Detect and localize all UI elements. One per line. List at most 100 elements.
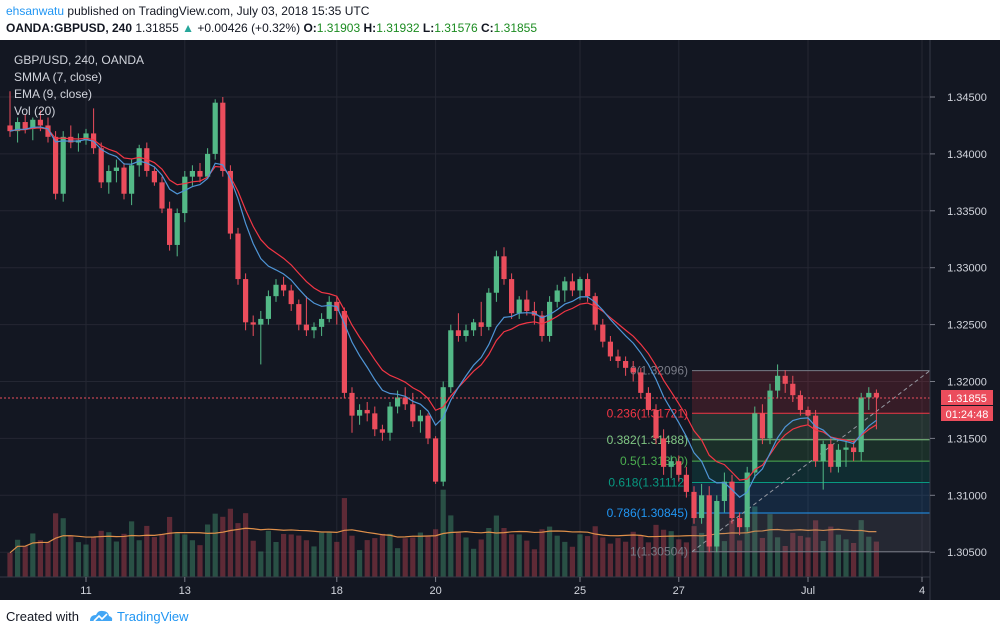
candle bbox=[159, 176, 165, 214]
volume-bar bbox=[676, 539, 682, 577]
volume-bar bbox=[767, 514, 773, 577]
candle bbox=[562, 276, 568, 302]
price-tick-label: 1.32000 bbox=[947, 377, 987, 389]
price-axis[interactable]: 1.34500 1.34000 1.33500 1.33000 1.32500 1.320… bbox=[930, 92, 987, 559]
candle bbox=[775, 364, 781, 399]
candle bbox=[243, 273, 249, 331]
candle bbox=[577, 276, 583, 300]
publish-text: published on TradingView.com, July 03, 2… bbox=[67, 4, 370, 18]
candle bbox=[509, 273, 515, 319]
fib-zone bbox=[692, 482, 930, 513]
volume-bar bbox=[835, 534, 841, 577]
volume-bar bbox=[547, 526, 553, 577]
volume-bar bbox=[296, 535, 302, 577]
high-value: 1.31932 bbox=[376, 21, 420, 35]
volume-bar bbox=[60, 518, 66, 577]
volume-bar bbox=[782, 545, 788, 577]
volume-bar bbox=[53, 513, 59, 577]
fib-zone bbox=[692, 439, 930, 462]
volume-bar bbox=[661, 529, 667, 577]
candle bbox=[600, 318, 606, 348]
candle bbox=[197, 163, 203, 183]
candle bbox=[357, 404, 363, 425]
time-tick-label: 18 bbox=[331, 585, 343, 597]
volume-bar bbox=[410, 537, 416, 577]
price-axis-bg[interactable] bbox=[930, 40, 1000, 600]
time-tick-label: Jul bbox=[801, 585, 815, 597]
candle bbox=[53, 131, 59, 200]
candle bbox=[668, 455, 674, 479]
volume-bar bbox=[433, 529, 439, 577]
author-link[interactable]: ehsanwatu bbox=[6, 4, 65, 18]
candle bbox=[448, 324, 454, 393]
time-tick-label: 27 bbox=[673, 585, 685, 597]
tradingview-logo-icon[interactable] bbox=[88, 607, 114, 625]
volume-bar bbox=[425, 535, 431, 577]
candle bbox=[486, 288, 492, 331]
price-tick-label: 1.32500 bbox=[947, 320, 987, 332]
volume-bar bbox=[554, 535, 560, 577]
candle bbox=[167, 201, 173, 251]
candle bbox=[417, 409, 423, 433]
volume-bar bbox=[189, 540, 195, 577]
volume-bar bbox=[273, 542, 279, 577]
candle bbox=[387, 401, 393, 441]
volume-bar bbox=[387, 533, 393, 577]
open-value: 1.31903 bbox=[316, 21, 361, 35]
candle bbox=[835, 444, 841, 473]
candle bbox=[455, 313, 461, 342]
candle bbox=[83, 128, 89, 145]
candle bbox=[129, 159, 135, 206]
volume-bar bbox=[516, 534, 522, 577]
candle bbox=[592, 292, 598, 331]
price-chart[interactable]: 0(1.32096)0.236(1.31721)0.382(1.31488)0.… bbox=[0, 40, 1000, 600]
volume-bar bbox=[395, 548, 401, 577]
time-axis[interactable]: 11 13 18 20 25 27 Jul 4 bbox=[80, 577, 925, 597]
volume-bar bbox=[638, 535, 644, 577]
volume-bar bbox=[797, 535, 803, 577]
close-value: 1.31855 bbox=[493, 21, 538, 35]
candle bbox=[759, 404, 765, 445]
price-tick-label: 1.31500 bbox=[947, 433, 987, 445]
price-tick-label: 1.31000 bbox=[947, 490, 987, 502]
candle bbox=[737, 512, 743, 536]
candle bbox=[341, 307, 347, 399]
candle bbox=[440, 381, 446, 487]
legend-vol: Vol (20) bbox=[14, 104, 55, 118]
candle bbox=[311, 322, 317, 339]
candle bbox=[212, 99, 218, 160]
volume-bar bbox=[91, 536, 97, 577]
volume-bar bbox=[645, 542, 651, 577]
candle bbox=[767, 383, 773, 445]
volume-bar bbox=[326, 532, 332, 577]
last-price: 1.31855 bbox=[135, 21, 179, 35]
volume-bar bbox=[265, 530, 271, 577]
volume-bar bbox=[30, 533, 36, 577]
candle bbox=[379, 424, 385, 441]
volume-bar bbox=[83, 544, 89, 577]
volume-bar bbox=[288, 534, 294, 577]
volume-ma bbox=[9, 527, 877, 554]
fibonacci-retracement[interactable]: 0(1.32096)0.236(1.31721)0.382(1.31488)0.… bbox=[607, 364, 931, 559]
volume-bar bbox=[577, 534, 583, 577]
high-label: H: bbox=[363, 21, 377, 35]
last-price-tag: 1.31855 01:24:48 bbox=[941, 390, 993, 422]
candle bbox=[288, 284, 294, 311]
volume-bar bbox=[539, 529, 545, 577]
candle bbox=[623, 356, 629, 376]
time-tick-label: 20 bbox=[429, 585, 441, 597]
volume-bar bbox=[349, 535, 355, 577]
tradingview-link[interactable]: TradingView bbox=[117, 609, 189, 624]
volume-bar bbox=[106, 532, 112, 577]
volume-bar bbox=[372, 538, 378, 577]
candle bbox=[258, 310, 264, 365]
open-label: O: bbox=[303, 21, 317, 35]
candle bbox=[699, 483, 705, 524]
volume-bar bbox=[858, 520, 864, 577]
volume-bar bbox=[820, 540, 826, 577]
volume-bar bbox=[197, 545, 203, 577]
fib-zone bbox=[692, 512, 930, 552]
volume-bar bbox=[463, 537, 469, 577]
volume-bar bbox=[341, 498, 347, 577]
candle bbox=[797, 390, 803, 416]
